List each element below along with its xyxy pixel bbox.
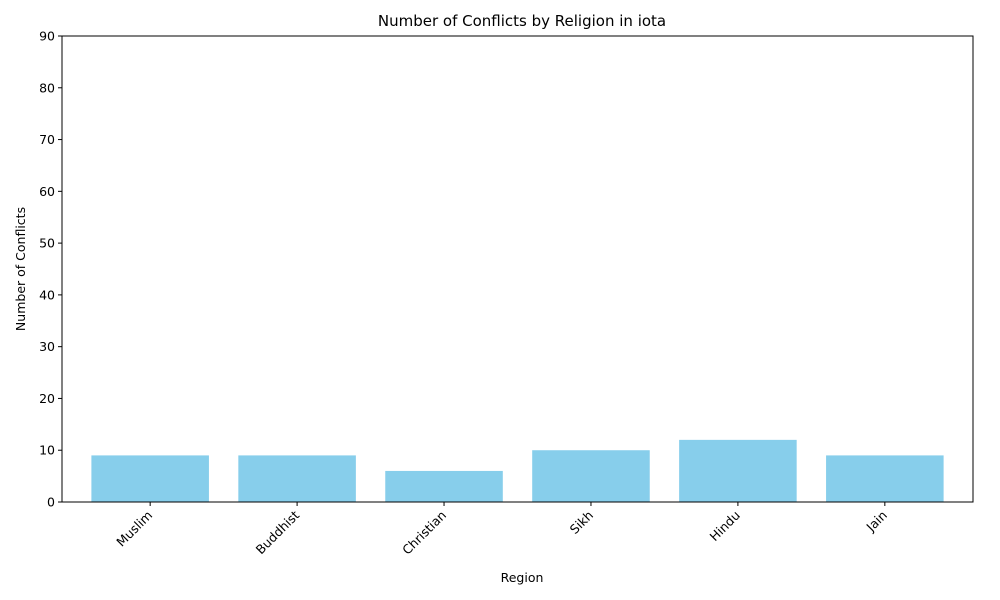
y-tick-label: 0 — [47, 495, 55, 510]
y-tick-label: 50 — [39, 236, 55, 251]
plot-frame — [61, 35, 974, 503]
y-tick-label: 20 — [39, 391, 55, 406]
bars — [91, 439, 944, 502]
x-tick-label: Hindu — [706, 508, 743, 545]
bar-christian — [385, 470, 503, 502]
x-tick-label: Jain — [863, 508, 890, 535]
x-tick-label: Muslim — [113, 508, 155, 550]
y-tick-label: 60 — [39, 184, 55, 199]
x-axis: Muslim Buddhist Christian Sikh Hindu Jain — [113, 502, 890, 558]
x-axis-label: Region — [501, 570, 544, 585]
chart-title: Number of Conflicts by Religion in iota — [378, 12, 666, 30]
bar-muslim — [91, 455, 209, 502]
y-tick-label: 70 — [39, 132, 55, 147]
y-tick-label: 40 — [39, 287, 55, 302]
x-tick-label: Buddhist — [253, 507, 303, 557]
bar-sikh — [532, 450, 650, 502]
bar-hindu — [679, 439, 797, 502]
x-tick-label: Sikh — [567, 508, 596, 537]
y-axis-label: Number of Conflicts — [13, 207, 28, 331]
y-tick-label: 10 — [39, 443, 55, 458]
y-tick-label: 90 — [39, 29, 55, 44]
x-tick-label: Christian — [399, 508, 449, 558]
bar-buddhist — [238, 455, 356, 502]
y-tick-label: 30 — [39, 339, 55, 354]
y-tick-label: 80 — [39, 80, 55, 95]
y-axis: 0 10 20 30 40 50 60 70 80 90 — [39, 29, 62, 510]
bar-jain — [826, 455, 944, 502]
